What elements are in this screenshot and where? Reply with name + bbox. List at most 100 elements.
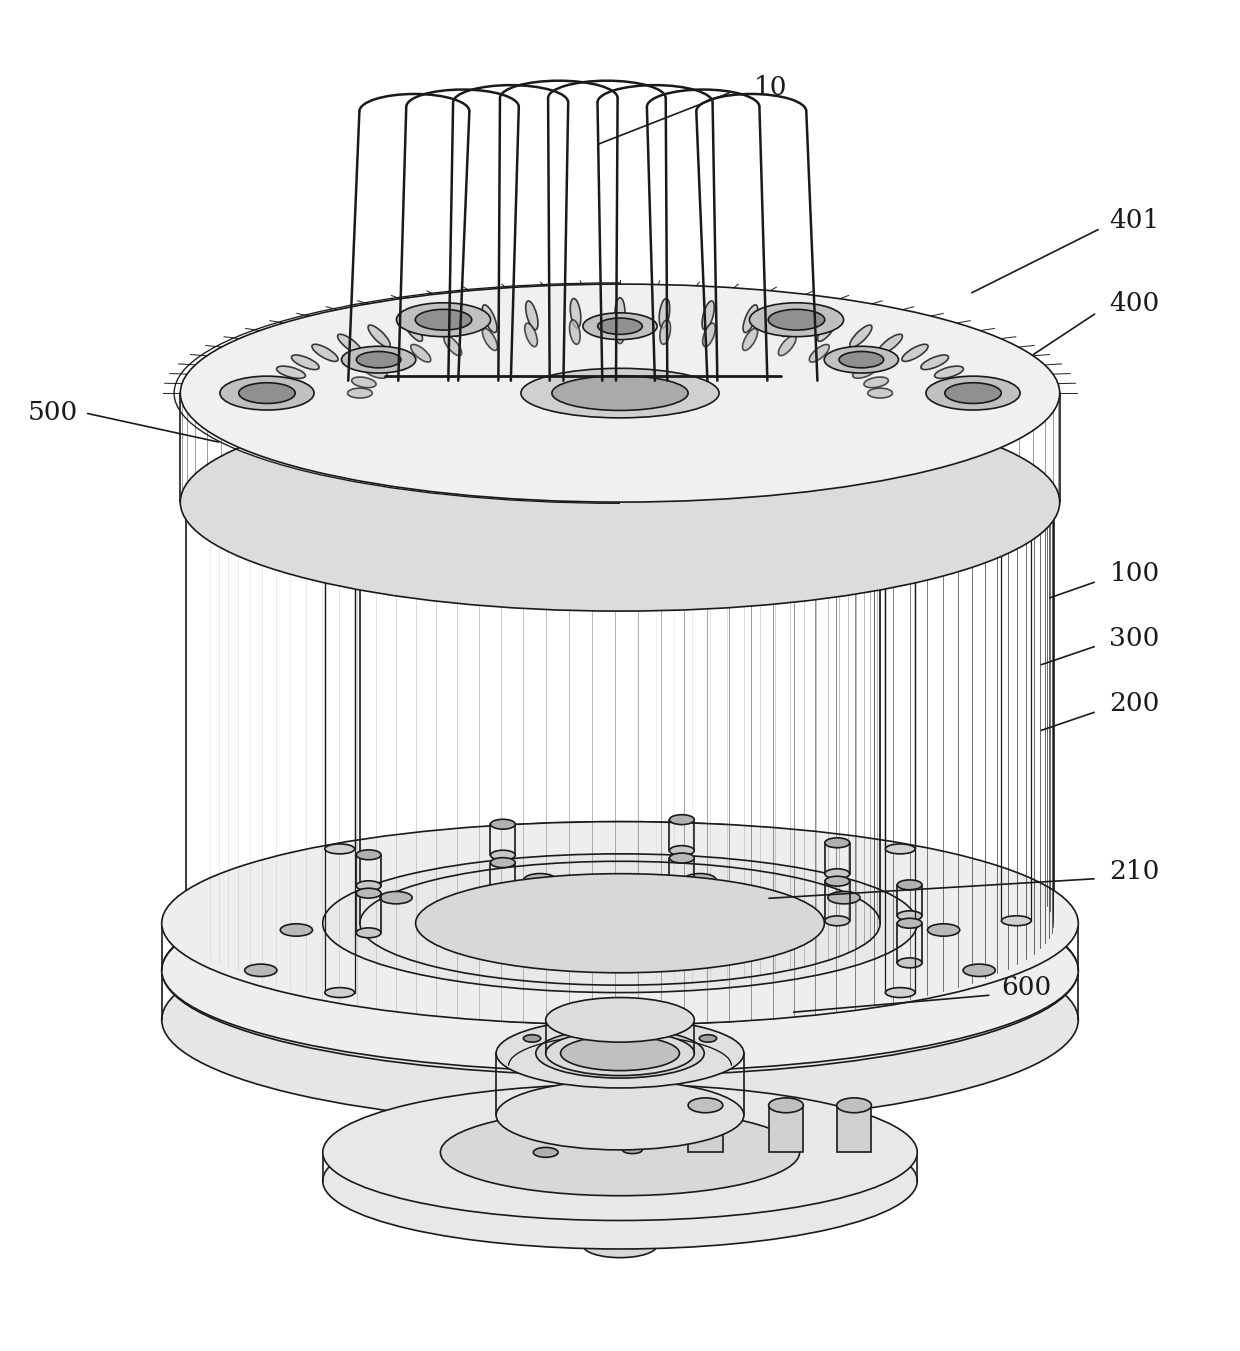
Ellipse shape <box>898 958 923 967</box>
Ellipse shape <box>526 301 538 330</box>
Ellipse shape <box>670 815 694 824</box>
Ellipse shape <box>699 1035 717 1042</box>
Ellipse shape <box>325 423 355 432</box>
Ellipse shape <box>502 1178 738 1233</box>
Ellipse shape <box>885 844 915 854</box>
Ellipse shape <box>825 916 849 925</box>
Ellipse shape <box>779 335 796 355</box>
Ellipse shape <box>536 1028 704 1078</box>
Ellipse shape <box>828 892 861 904</box>
Ellipse shape <box>849 326 872 347</box>
Ellipse shape <box>864 377 888 388</box>
Ellipse shape <box>280 924 312 936</box>
Ellipse shape <box>397 303 491 336</box>
Ellipse shape <box>502 1154 738 1208</box>
Text: 100: 100 <box>1110 562 1159 586</box>
Ellipse shape <box>325 988 355 997</box>
Ellipse shape <box>769 309 825 330</box>
Ellipse shape <box>546 1031 694 1075</box>
Ellipse shape <box>570 299 580 328</box>
Ellipse shape <box>552 376 688 411</box>
Ellipse shape <box>560 1036 680 1070</box>
Ellipse shape <box>491 858 516 867</box>
Ellipse shape <box>935 366 963 378</box>
Ellipse shape <box>901 345 928 362</box>
Ellipse shape <box>611 1020 629 1027</box>
Ellipse shape <box>383 354 405 370</box>
Ellipse shape <box>525 323 537 347</box>
Ellipse shape <box>525 874 557 886</box>
Ellipse shape <box>835 354 857 370</box>
Ellipse shape <box>946 388 976 399</box>
Ellipse shape <box>496 1019 744 1088</box>
Ellipse shape <box>898 880 923 890</box>
Ellipse shape <box>885 988 915 997</box>
Ellipse shape <box>945 382 1001 404</box>
Ellipse shape <box>963 965 996 977</box>
Ellipse shape <box>598 317 642 335</box>
Ellipse shape <box>322 854 918 993</box>
Ellipse shape <box>496 1081 744 1150</box>
Ellipse shape <box>921 355 949 370</box>
Ellipse shape <box>356 881 381 890</box>
Ellipse shape <box>878 334 903 354</box>
Ellipse shape <box>403 317 423 342</box>
Text: 210: 210 <box>1110 859 1159 884</box>
Ellipse shape <box>356 928 381 938</box>
Ellipse shape <box>743 305 758 332</box>
Ellipse shape <box>415 874 825 973</box>
Polygon shape <box>769 1105 804 1152</box>
Ellipse shape <box>569 320 580 345</box>
Text: 400: 400 <box>1110 292 1159 316</box>
Ellipse shape <box>244 965 277 977</box>
Ellipse shape <box>441 311 459 336</box>
Ellipse shape <box>781 311 799 336</box>
Text: 300: 300 <box>1110 626 1159 651</box>
Ellipse shape <box>837 1098 872 1113</box>
Ellipse shape <box>928 924 960 936</box>
Ellipse shape <box>521 369 719 417</box>
Text: 200: 200 <box>1110 692 1159 716</box>
Ellipse shape <box>322 1113 918 1248</box>
Ellipse shape <box>839 351 884 367</box>
Ellipse shape <box>583 1193 657 1219</box>
Ellipse shape <box>363 366 387 378</box>
Ellipse shape <box>670 852 694 863</box>
Ellipse shape <box>810 345 830 362</box>
Ellipse shape <box>322 1085 918 1220</box>
Text: 500: 500 <box>29 400 78 426</box>
Ellipse shape <box>277 366 305 378</box>
Ellipse shape <box>186 400 1054 604</box>
Ellipse shape <box>1002 916 1032 925</box>
Ellipse shape <box>444 335 461 355</box>
Ellipse shape <box>356 850 381 859</box>
Ellipse shape <box>622 1146 642 1154</box>
Ellipse shape <box>885 566 915 577</box>
Ellipse shape <box>491 897 516 908</box>
Ellipse shape <box>817 317 837 342</box>
Ellipse shape <box>161 915 1079 1125</box>
Ellipse shape <box>769 1098 804 1113</box>
Ellipse shape <box>161 865 1079 1075</box>
Ellipse shape <box>926 376 1021 411</box>
Ellipse shape <box>885 423 915 432</box>
Ellipse shape <box>325 566 355 577</box>
Ellipse shape <box>546 997 694 1042</box>
Ellipse shape <box>440 1109 800 1196</box>
Ellipse shape <box>356 888 381 898</box>
Ellipse shape <box>615 319 625 343</box>
Ellipse shape <box>825 838 849 847</box>
Ellipse shape <box>482 328 497 350</box>
Ellipse shape <box>583 1233 657 1258</box>
Ellipse shape <box>491 850 516 861</box>
Ellipse shape <box>898 919 923 928</box>
Ellipse shape <box>356 351 401 367</box>
Ellipse shape <box>352 377 376 388</box>
Text: 10: 10 <box>754 74 787 100</box>
Ellipse shape <box>482 305 497 332</box>
Ellipse shape <box>660 299 670 328</box>
Ellipse shape <box>180 393 1060 611</box>
Ellipse shape <box>341 346 415 373</box>
Polygon shape <box>688 1105 723 1152</box>
Ellipse shape <box>161 821 1079 1025</box>
